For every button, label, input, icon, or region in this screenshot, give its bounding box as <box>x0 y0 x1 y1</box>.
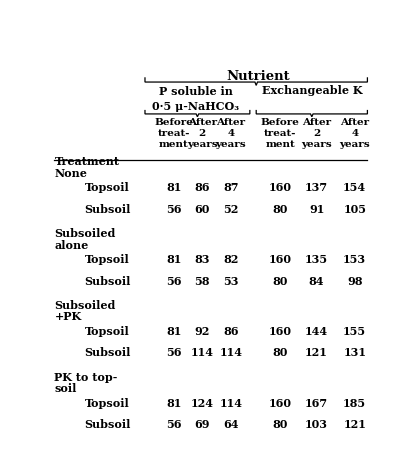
Text: 103: 103 <box>304 419 327 430</box>
Text: 52: 52 <box>222 204 238 215</box>
Text: Subsoil: Subsoil <box>84 419 130 430</box>
Text: 81: 81 <box>166 254 181 265</box>
Text: 155: 155 <box>342 326 365 337</box>
Text: Treatment: Treatment <box>54 156 119 167</box>
Text: 58: 58 <box>194 276 209 287</box>
Text: 87: 87 <box>222 182 238 193</box>
Text: 56: 56 <box>165 419 181 430</box>
Text: Nutrient: Nutrient <box>225 69 289 82</box>
Text: 114: 114 <box>190 347 213 358</box>
Text: +PK: +PK <box>54 311 81 322</box>
Text: 81: 81 <box>166 398 181 409</box>
Text: Before
treat-
ment: Before treat- ment <box>260 119 299 149</box>
Text: Topsoil: Topsoil <box>84 398 129 409</box>
Text: 105: 105 <box>342 204 365 215</box>
Text: Exchangeable K: Exchangeable K <box>261 85 361 96</box>
Text: 86: 86 <box>222 326 238 337</box>
Text: After
4
years: After 4 years <box>215 119 245 149</box>
Text: 81: 81 <box>166 182 181 193</box>
Text: 124: 124 <box>190 398 213 409</box>
Text: 56: 56 <box>165 204 181 215</box>
Text: 131: 131 <box>342 347 365 358</box>
Text: 160: 160 <box>268 254 291 265</box>
Text: After
4
years: After 4 years <box>339 119 369 149</box>
Text: After
2
years: After 2 years <box>187 119 217 149</box>
Text: 80: 80 <box>272 419 287 430</box>
Text: 144: 144 <box>304 326 327 337</box>
Text: 80: 80 <box>272 276 287 287</box>
Text: Before
treat-
ment: Before treat- ment <box>154 119 193 149</box>
Text: 137: 137 <box>304 182 327 193</box>
Text: 81: 81 <box>166 326 181 337</box>
Text: 56: 56 <box>165 347 181 358</box>
Text: 135: 135 <box>304 254 327 265</box>
Text: soil: soil <box>54 383 76 394</box>
Text: P soluble in
0·5 μ-NaHCO₃: P soluble in 0·5 μ-NaHCO₃ <box>152 87 239 111</box>
Text: Subsoiled: Subsoiled <box>54 228 115 239</box>
Text: 114: 114 <box>219 347 242 358</box>
Text: 56: 56 <box>165 276 181 287</box>
Text: Topsoil: Topsoil <box>84 326 129 337</box>
Text: 69: 69 <box>194 419 209 430</box>
Text: 80: 80 <box>272 347 287 358</box>
Text: 153: 153 <box>342 254 365 265</box>
Text: Subsoil: Subsoil <box>84 276 130 287</box>
Text: 167: 167 <box>304 398 327 409</box>
Text: 80: 80 <box>272 204 287 215</box>
Text: 64: 64 <box>222 419 238 430</box>
Text: 92: 92 <box>194 326 209 337</box>
Text: 82: 82 <box>222 254 238 265</box>
Text: Topsoil: Topsoil <box>84 254 129 265</box>
Text: Subsoil: Subsoil <box>84 204 130 215</box>
Text: 185: 185 <box>342 398 365 409</box>
Text: 154: 154 <box>342 182 365 193</box>
Text: 121: 121 <box>342 419 365 430</box>
Text: Subsoil: Subsoil <box>84 347 130 358</box>
Text: 83: 83 <box>194 254 209 265</box>
Text: After
2
years: After 2 years <box>301 119 331 149</box>
Text: alone: alone <box>54 239 88 251</box>
Text: 160: 160 <box>268 326 291 337</box>
Text: Subsoiled: Subsoiled <box>54 300 115 311</box>
Text: 84: 84 <box>308 276 324 287</box>
Text: None: None <box>54 168 87 179</box>
Text: 86: 86 <box>194 182 209 193</box>
Text: 160: 160 <box>268 398 291 409</box>
Text: 91: 91 <box>308 204 324 215</box>
Text: 114: 114 <box>219 398 242 409</box>
Text: PK to top-: PK to top- <box>54 372 117 383</box>
Text: Topsoil: Topsoil <box>84 182 129 193</box>
Text: 53: 53 <box>222 276 238 287</box>
Text: 160: 160 <box>268 182 291 193</box>
Text: 121: 121 <box>304 347 327 358</box>
Text: 98: 98 <box>346 276 362 287</box>
Text: 60: 60 <box>194 204 209 215</box>
